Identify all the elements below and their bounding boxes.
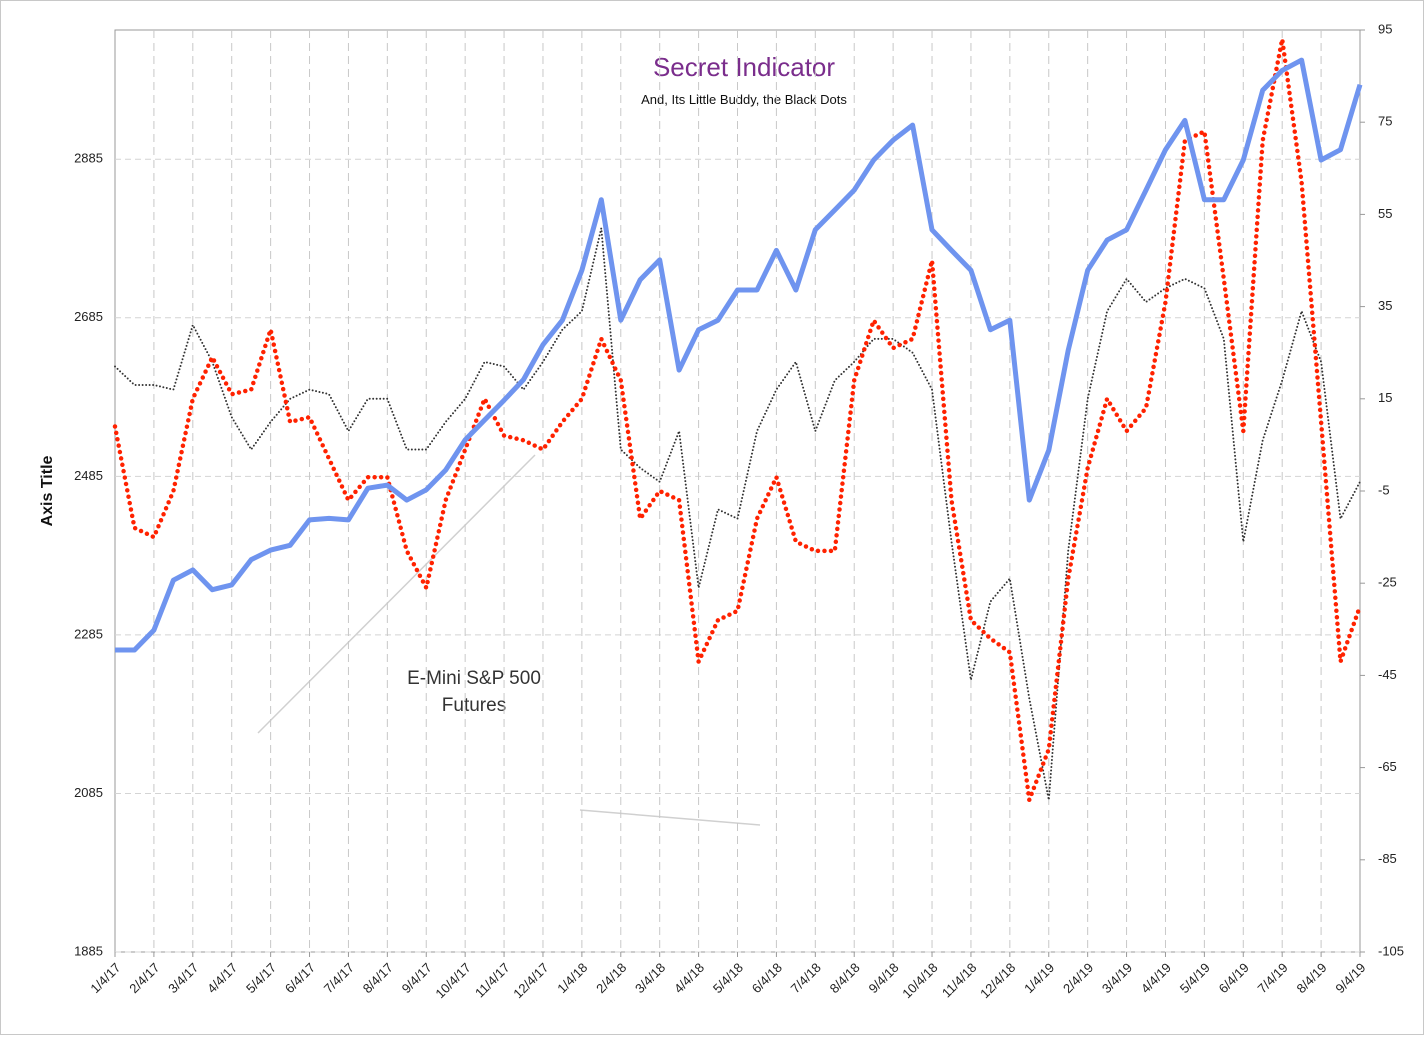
y2-tick-label: 75 [1378, 114, 1392, 129]
y2-tick-label: -45 [1378, 667, 1397, 682]
y2-tick-label: 15 [1378, 390, 1392, 405]
annotation: Futures [442, 695, 506, 716]
series-line [114, 227, 1361, 801]
y-tick-label: 2685 [74, 309, 103, 324]
y-tick-label: 2285 [74, 626, 103, 641]
y-tick-label: 2485 [74, 468, 103, 483]
leader-line [579, 809, 761, 826]
y2-tick-label: -5 [1378, 482, 1390, 497]
y-tick-label: 1885 [74, 943, 103, 958]
y2-tick-label: 55 [1378, 206, 1392, 221]
chart-title: Secret Indicator [653, 52, 835, 82]
y2-tick-label: -65 [1378, 759, 1397, 774]
series-line [115, 57, 1363, 653]
y2-tick-label: -85 [1378, 851, 1397, 866]
series-layer [112, 38, 1363, 801]
y2-tick-label: -105 [1378, 943, 1404, 958]
chart-subtitle: And, Its Little Buddy, the Black Dots [641, 92, 847, 107]
annotation: E-Mini S&P 500 [407, 668, 541, 689]
y2-tick-label: 35 [1378, 298, 1392, 313]
y2-tick-label: 95 [1378, 21, 1392, 36]
leader-line [257, 454, 536, 734]
y2-tick-label: -25 [1378, 575, 1397, 590]
series-line [112, 38, 1363, 801]
y-axis-title: Axis Title [39, 455, 56, 526]
y-tick-label: 2085 [74, 785, 103, 800]
y-tick-label: 2885 [74, 151, 103, 166]
